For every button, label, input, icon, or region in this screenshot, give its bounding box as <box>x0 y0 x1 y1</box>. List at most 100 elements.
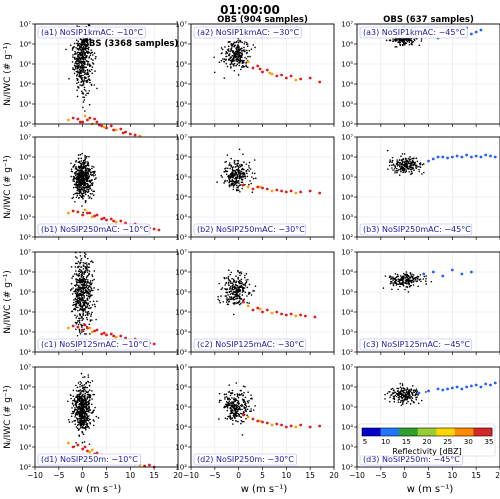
obs-point <box>79 186 81 189</box>
obs-point <box>245 41 248 44</box>
obs-point <box>84 40 86 42</box>
obs-point <box>408 282 410 285</box>
obs-point <box>81 408 83 410</box>
obs-point <box>88 418 91 421</box>
obs-point <box>77 169 80 172</box>
y-tick-label: 10⁵ <box>19 289 31 297</box>
obs-point <box>81 324 84 327</box>
sim-point <box>284 190 288 194</box>
obs-point <box>250 394 252 397</box>
obs-point <box>91 66 94 68</box>
obs-point <box>415 389 417 392</box>
obs-point <box>86 155 88 158</box>
obs-point <box>229 273 232 276</box>
obs-point <box>245 163 248 165</box>
obs-point <box>86 386 89 389</box>
obs-point <box>248 400 250 402</box>
obs-point <box>418 162 421 165</box>
sim-point <box>470 155 473 159</box>
obs-point <box>76 262 78 265</box>
obs-point <box>240 271 242 273</box>
obs-point <box>74 314 76 317</box>
obs-point <box>235 288 237 290</box>
obs-point <box>408 167 411 169</box>
obs-point <box>74 167 77 170</box>
obs-point <box>94 70 96 72</box>
obs-point <box>93 172 95 174</box>
obs-point <box>392 284 395 287</box>
obs-point <box>239 286 241 288</box>
obs-point <box>76 189 79 192</box>
obs-point <box>84 266 87 269</box>
obs-point <box>403 389 406 392</box>
y-tick-label: 10⁴ <box>19 194 31 202</box>
sim-point <box>66 211 70 215</box>
obs-point <box>86 271 89 273</box>
obs-point <box>78 160 81 163</box>
obs-point <box>404 38 407 41</box>
obs-point <box>84 199 87 202</box>
obs-point <box>81 431 84 434</box>
obs-point <box>83 189 86 192</box>
obs-point <box>87 188 90 191</box>
obs-point <box>243 391 245 394</box>
obs-point <box>237 186 239 189</box>
obs-point <box>238 48 241 51</box>
y-tick-label: 10⁶ <box>341 384 353 392</box>
sim-point <box>109 217 113 221</box>
obs-point <box>86 312 89 315</box>
obs-point <box>77 178 79 180</box>
sim-point <box>294 425 298 429</box>
obs-point <box>242 394 245 397</box>
obs-point <box>246 66 249 69</box>
obs-point <box>79 38 82 40</box>
obs-point <box>238 303 241 306</box>
obs-point <box>391 167 393 169</box>
obs-point <box>80 417 83 420</box>
obs-point <box>233 280 236 282</box>
obs-point <box>76 48 79 50</box>
obs-point <box>81 319 84 321</box>
obs-point <box>240 422 242 425</box>
sim-point <box>90 330 94 334</box>
obs-point <box>91 275 94 278</box>
obs-point <box>238 393 241 395</box>
obs-point <box>76 300 78 303</box>
obs-point <box>218 401 221 403</box>
obs-point <box>398 164 401 166</box>
obs-point <box>72 412 75 415</box>
obs-point <box>238 407 240 410</box>
obs-point <box>74 285 77 287</box>
obs-point <box>86 42 89 45</box>
obs-point <box>241 291 244 293</box>
obs-point <box>218 392 221 395</box>
obs-point <box>398 174 401 176</box>
obs-point <box>93 52 96 54</box>
obs-point <box>234 170 236 173</box>
obs-point <box>81 287 83 290</box>
obs-point <box>224 403 227 406</box>
obs-point <box>78 45 81 47</box>
obs-point <box>238 164 241 166</box>
obs-point <box>237 412 239 415</box>
obs-point <box>88 427 90 429</box>
obs-point <box>80 49 82 51</box>
obs-point <box>231 180 233 183</box>
obs-point <box>77 266 79 269</box>
obs-point <box>422 171 425 174</box>
obs-point <box>82 55 84 58</box>
obs-point <box>227 277 229 280</box>
obs-point <box>83 417 86 419</box>
y-axis-label: Nᵢ/IWC (# g⁻¹) <box>3 42 13 106</box>
sim-point <box>258 185 262 189</box>
panel-label-box <box>193 26 302 39</box>
sim-point <box>294 191 298 195</box>
sim-point <box>261 186 264 190</box>
obs-point <box>78 313 81 315</box>
obs-point <box>82 173 85 176</box>
obs-point <box>228 296 231 298</box>
obs-point <box>83 66 86 69</box>
obs-point <box>79 403 81 406</box>
obs-point <box>91 62 94 64</box>
